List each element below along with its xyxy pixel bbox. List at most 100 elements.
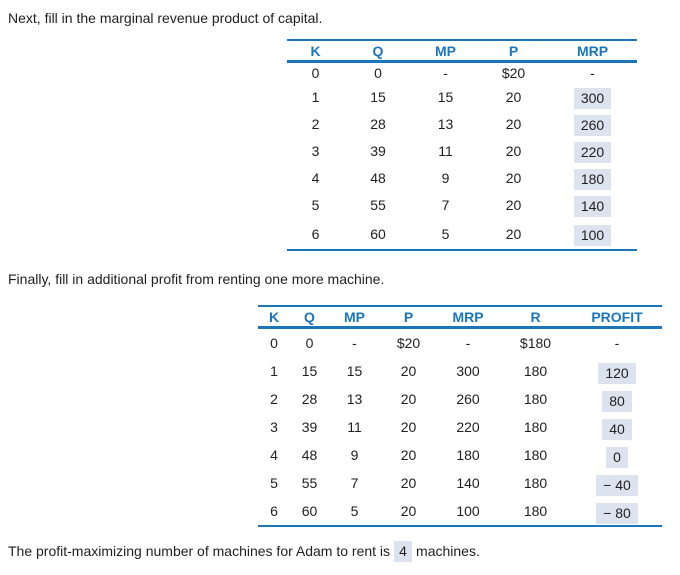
table-cell: 13 [437, 115, 454, 132]
table-cell: 4 [311, 169, 320, 186]
table-cell: 55 [370, 196, 386, 213]
profit-table: K Q MP P MRP R PROFIT 0 0 - $20 - $180 -… [258, 305, 662, 527]
table-cell: − 40 [572, 469, 662, 497]
answer-box-mrp[interactable]: 260 [573, 115, 612, 136]
table-cell: - [465, 335, 471, 351]
table-cell: 7 [350, 475, 359, 491]
table-cell: 20 [505, 225, 522, 242]
col-header-q: Q [344, 40, 412, 63]
answer-box-profit[interactable]: − 40 [596, 474, 638, 496]
table-cell: 13 [346, 391, 363, 407]
table-cell: 0 [270, 335, 278, 351]
col-header-mp: MP [412, 40, 479, 63]
table-cell: 20 [400, 503, 417, 519]
table-cell: 3 [311, 142, 320, 159]
answer-box-profit[interactable]: − 80 [596, 502, 638, 524]
table-cell: 300 [456, 363, 480, 379]
table-cell: 180 [523, 363, 548, 379]
table-cell: 180 [548, 164, 637, 191]
table-row: 0 0 - $20 - $180 - [258, 328, 662, 358]
table-cell: 28 [370, 115, 386, 132]
table-cell: 40 [572, 413, 662, 441]
instruction-text-profit: Finally, fill in additional profit from … [8, 271, 385, 287]
answer-box-mrp[interactable]: 140 [573, 196, 612, 217]
answer-box-profit[interactable]: 40 [602, 418, 632, 440]
table-cell: - [614, 335, 620, 351]
answer-box-mrp[interactable]: 220 [573, 142, 612, 163]
table-row: 0 0 - $20 - [287, 62, 637, 84]
col-header-mrp: MRP [437, 306, 499, 329]
table-cell: 300 [548, 83, 637, 110]
table-cell: - [590, 65, 595, 81]
answer-box-mrp[interactable]: 300 [573, 88, 612, 109]
answer-box-mrp[interactable]: 100 [573, 225, 612, 246]
table-row: 3 39 11 20 220 180 40 [258, 413, 662, 441]
table-cell: 55 [301, 475, 318, 491]
table-cell: 100 [456, 503, 480, 519]
conclusion-prefix: The profit-maximizing number of machines… [8, 543, 391, 559]
table-cell: 39 [301, 419, 318, 435]
conclusion-text: The profit-maximizing number of machines… [8, 541, 480, 562]
table-cell: 0 [572, 441, 662, 469]
answer-box-machines[interactable]: 4 [394, 541, 413, 562]
col-header-mrp: MRP [548, 40, 637, 63]
table-cell: 9 [350, 447, 359, 463]
table-cell: 0 [305, 335, 314, 351]
table-cell: 39 [370, 142, 386, 159]
table-cell: 80 [572, 385, 662, 413]
table-cell: 1 [270, 363, 278, 379]
instruction-text-mrp: Next, fill in the marginal revenue produ… [8, 10, 323, 26]
table-cell: 140 [548, 191, 637, 218]
table-cell: 140 [456, 475, 480, 491]
table-cell: 15 [370, 88, 386, 105]
table-cell: 180 [523, 419, 548, 435]
table-cell: 6 [270, 503, 278, 519]
table-cell: 15 [437, 88, 454, 105]
table-cell: 20 [505, 169, 522, 186]
col-header-profit: PROFIT [572, 306, 662, 329]
conclusion-suffix: machines. [416, 543, 480, 559]
table-row: 4 48 9 20 180 180 0 [258, 441, 662, 469]
table-cell: 5 [350, 503, 359, 519]
table-row: 1 15 15 20 300 [287, 83, 637, 110]
col-header-mp: MP [329, 306, 380, 329]
table-cell: 20 [505, 196, 522, 213]
table-cell: 20 [505, 88, 522, 105]
table-cell: 100 [548, 218, 637, 250]
table-row: 4 48 9 20 180 [287, 164, 637, 191]
table-cell: 11 [347, 419, 362, 435]
table-cell: 15 [301, 363, 318, 379]
table-cell: 4 [270, 447, 278, 463]
col-header-p: P [479, 40, 548, 63]
answer-box-profit[interactable]: 80 [602, 390, 632, 412]
table-row: 2 28 13 20 260 180 80 [258, 385, 662, 413]
profit-table-header-row: K Q MP P MRP R PROFIT [258, 306, 662, 329]
table-cell: - [443, 65, 448, 81]
table-cell: 220 [456, 419, 480, 435]
table-cell: 180 [523, 475, 548, 491]
table-cell: 2 [311, 115, 320, 132]
table-cell: 260 [548, 110, 637, 137]
answer-box-profit[interactable]: 0 [606, 446, 628, 468]
table-cell: 120 [572, 357, 662, 385]
table-cell: 20 [505, 142, 522, 159]
col-header-p: P [380, 306, 437, 329]
table-cell: 180 [523, 447, 548, 463]
table-cell: 48 [301, 447, 318, 463]
table-cell: 3 [270, 419, 278, 435]
table-cell: 1 [311, 88, 320, 105]
table-cell: 9 [441, 169, 450, 186]
table-cell: 20 [400, 447, 417, 463]
mrp-table-header-row: K Q MP P MRP [287, 40, 637, 63]
table-row: 6 60 5 20 100 180 − 80 [258, 497, 662, 526]
answer-box-profit[interactable]: 120 [598, 362, 636, 384]
table-cell: 7 [441, 196, 450, 213]
table-row: 3 39 11 20 220 [287, 137, 637, 164]
table-cell: 0 [374, 65, 382, 81]
answer-box-mrp[interactable]: 180 [573, 169, 612, 190]
table-row: 6 60 5 20 100 [287, 218, 637, 250]
table-cell: 20 [400, 419, 417, 435]
table-cell: 20 [400, 475, 417, 491]
table-cell: $180 [519, 335, 552, 351]
table-cell: 180 [523, 391, 548, 407]
